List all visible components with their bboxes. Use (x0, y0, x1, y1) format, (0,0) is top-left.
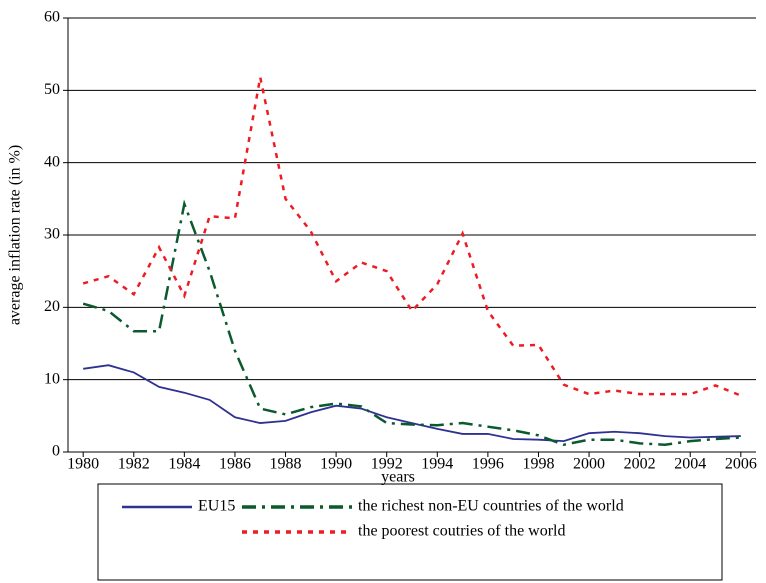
x-tick-label: 1982 (118, 456, 150, 473)
y-tick-label: 30 (44, 226, 60, 243)
y-tick-label: 40 (44, 153, 60, 170)
x-tick-label: 1994 (421, 456, 453, 473)
series-line (82, 77, 742, 397)
y-tick-label: 10 (44, 370, 60, 387)
legend-label: the richest non-EU countries of the worl… (358, 498, 624, 515)
x-tick-label: 2002 (624, 456, 656, 473)
x-tick-label: 1996 (472, 456, 504, 473)
x-tick-label: 1986 (219, 456, 251, 473)
y-tick-label: 0 (52, 443, 60, 460)
legend-label: EU15 (198, 498, 235, 515)
x-tick-label: 1980 (67, 456, 99, 473)
series-line (83, 364, 741, 443)
x-tick-label: 2006 (725, 456, 757, 473)
x-tick-label: 2004 (674, 456, 706, 473)
y-tick-label: 20 (44, 298, 60, 315)
x-tick-label: 1988 (270, 456, 302, 473)
legend-label: the poorest coutries of the world (358, 523, 566, 540)
x-tick-label: 1984 (168, 456, 200, 473)
series-line (82, 199, 741, 447)
y-tick-label: 60 (44, 9, 60, 26)
y-axis-label: average inflation rate (in %) (7, 145, 24, 325)
x-tick-label: 1992 (371, 456, 403, 473)
x-axis-label: years (381, 469, 415, 486)
y-tick-label: 50 (44, 81, 60, 98)
legend-box (97, 483, 723, 581)
x-tick-label: 1998 (522, 456, 554, 473)
x-tick-label: 2000 (573, 456, 605, 473)
x-tick-label: 1990 (320, 456, 352, 473)
